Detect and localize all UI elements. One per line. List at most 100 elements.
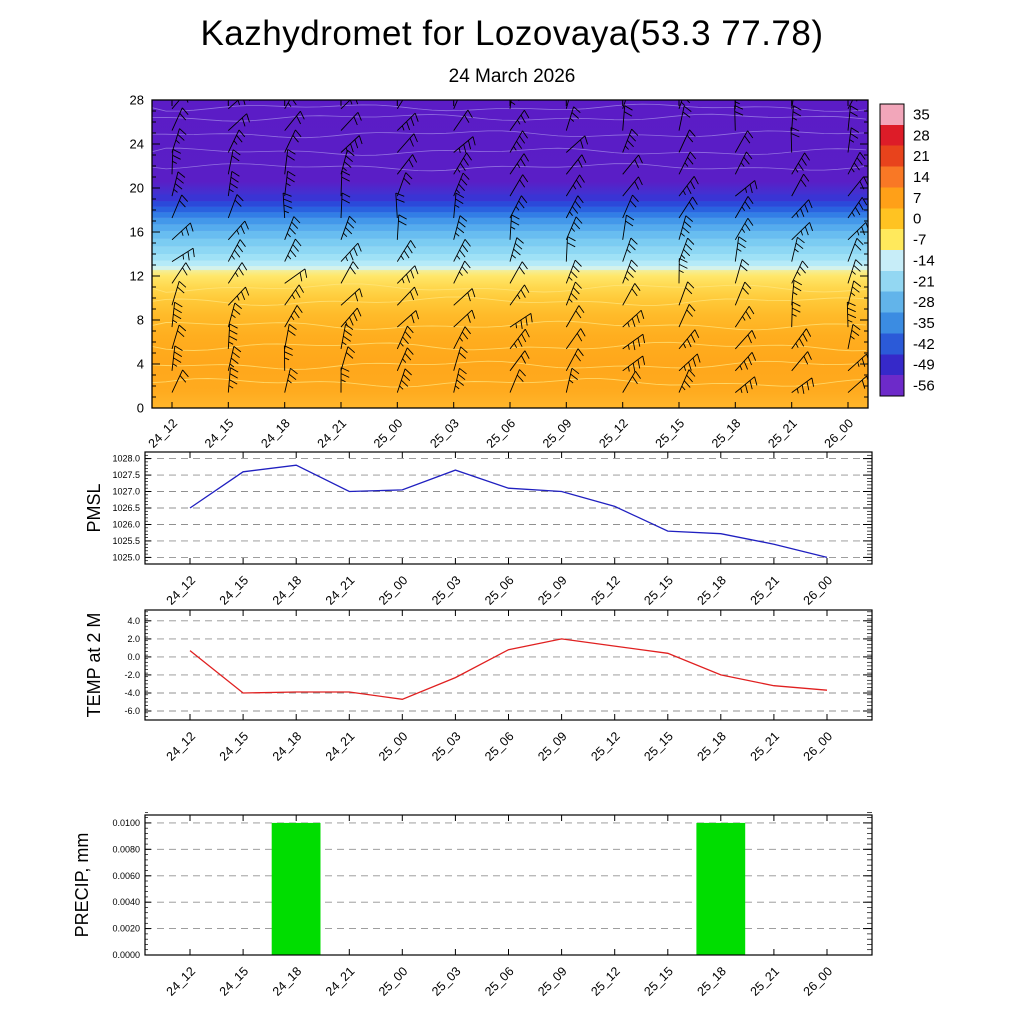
time-tick-label: 24_15: [217, 573, 252, 608]
colorbar-scale: [879, 103, 905, 397]
y-tick-label: -6.0: [124, 706, 140, 716]
wind-barb: [678, 105, 692, 131]
wind-barb: [340, 346, 355, 371]
time-tick-label: 25_18: [694, 573, 729, 608]
wind-barb: [734, 151, 753, 175]
pmsl-panel: 1028.0 1027.5 1027.0 1026.5 1026.0 1025.5 1025…: [84, 451, 873, 608]
height-tick-label: 0: [137, 401, 144, 416]
chart-title: Kazhydromet for Lozovaya(53.3 77.78): [200, 14, 824, 53]
wind-barb: [453, 260, 471, 284]
time-tick-label: 25_00: [376, 729, 411, 764]
precip-panel: 0.0100 0.0080 0.0060 0.0040 0.0020 0.0000 PREC…: [72, 812, 873, 999]
y-tick-label: 0.0100: [112, 818, 140, 828]
wind-barb: [284, 268, 308, 284]
wind-barb: [284, 149, 296, 175]
wind-barb: [227, 220, 249, 241]
cross-section-panel: 0 4 8 12 16 20 24 28 24_12 24_15 24_18 24_21 25_00 25…: [130, 93, 869, 451]
wind-barb: [847, 324, 861, 349]
wind-barb: [847, 259, 863, 284]
wind-barb: [453, 100, 458, 109]
wind-barb: [227, 113, 250, 131]
wind-barb: [565, 174, 585, 197]
wind-barb: [171, 171, 186, 197]
y-tick-label: 0.0: [127, 652, 140, 662]
wind-barb: [734, 306, 755, 328]
time-tick-label: 25_03: [429, 964, 464, 999]
height-tick-label: 4: [137, 357, 144, 372]
wind-barb: [791, 328, 812, 350]
colorbar-tick-label: 14: [913, 169, 930, 186]
wind-barb: [227, 262, 248, 284]
wind-barb: [453, 215, 468, 240]
wind-barb: [847, 280, 862, 306]
wind-barb: [453, 288, 476, 306]
time-tick-label: 25_15: [641, 729, 676, 764]
wind-barbs: [171, 100, 868, 394]
wind-barb: [791, 260, 809, 284]
wind-barb: [847, 152, 866, 175]
colorbar-tick-label: 28: [913, 127, 930, 144]
wind-barb: [622, 128, 639, 153]
time-tick-label: 26_00: [801, 964, 836, 999]
time-tick-label: 25_06: [482, 573, 517, 608]
chart-subtitle: 24 March 2026: [448, 66, 576, 87]
time-tick-label: 26_00: [801, 573, 836, 608]
wind-barb: [396, 112, 419, 131]
wind-barb: [565, 195, 584, 219]
wind-barb: [791, 152, 810, 175]
temp-2m-line: [189, 638, 828, 700]
wind-barb: [678, 281, 695, 306]
time-tick-label: 24_18: [270, 964, 305, 999]
wind-barb: [284, 284, 304, 306]
colorbar-tick-label: -35: [913, 315, 935, 332]
time-tick-label: 25_21: [748, 573, 783, 608]
wind-barb: [565, 216, 583, 240]
wind-barb: [622, 259, 638, 284]
height-tick-label: 12: [130, 269, 144, 284]
wind-barb: [171, 345, 183, 371]
wind-barb: [284, 216, 301, 240]
time-tick-label: 25_03: [429, 573, 464, 608]
y-tick-label: 1028.0: [112, 454, 140, 464]
wind-barb: [453, 192, 465, 219]
time-tick-label: 25_21: [765, 416, 800, 451]
wind-barb: [791, 301, 801, 328]
y-tick-label: 0.0080: [112, 844, 140, 854]
time-tick-label: 24_15: [217, 729, 252, 764]
wind-barb: [509, 328, 530, 350]
y-tick-label: 0.0020: [112, 924, 140, 934]
y-tick-label: 2.0: [127, 634, 140, 644]
colorbar-tick-label: 0: [913, 211, 921, 228]
wind-barb: [735, 376, 758, 394]
wind-barb: [227, 194, 244, 219]
colorbar-tick-label: -28: [913, 294, 935, 311]
wind-barb: [284, 367, 298, 393]
wind-barb: [509, 214, 520, 240]
wind-barb: [340, 135, 363, 153]
wind-barb: [227, 346, 242, 371]
wind-barb: [453, 172, 470, 197]
wind-barb: [453, 367, 467, 393]
colorbar-tick-label: -14: [913, 252, 935, 269]
wind-barb: [396, 154, 418, 175]
wind-barb: [565, 106, 581, 131]
time-tick-label: 25_12: [588, 729, 623, 764]
wind-barb: [509, 261, 528, 284]
time-tick-label: 25_09: [535, 964, 570, 999]
wind-barb: [227, 323, 238, 349]
wind-barb: [396, 133, 418, 153]
wind-barb: [227, 286, 250, 306]
colorbar-tick-label: -49: [913, 357, 935, 374]
wind-barb: [509, 237, 524, 262]
wind-barb: [509, 109, 530, 131]
y-tick-label: 1026.0: [112, 519, 140, 529]
time-tick-label: 25_15: [641, 573, 676, 608]
wind-barb: [340, 288, 363, 306]
contour-line: [151, 378, 867, 388]
contour-line: [151, 163, 867, 172]
wind-barb: [735, 180, 758, 197]
wind-barb: [846, 301, 857, 328]
wind-barb: [453, 152, 472, 175]
time-tick-label: 25_18: [694, 729, 729, 764]
